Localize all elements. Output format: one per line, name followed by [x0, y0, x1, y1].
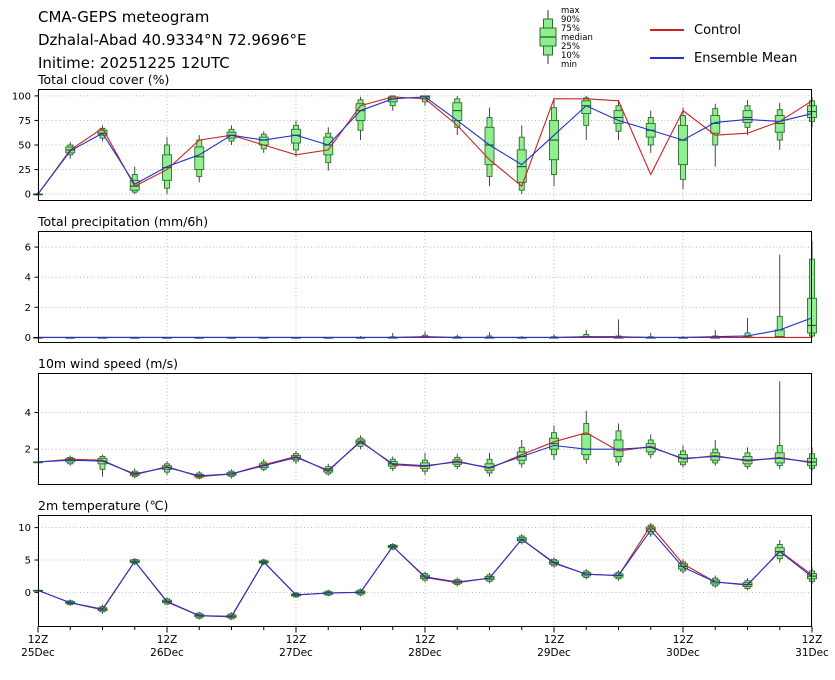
plot-border: [38, 231, 812, 343]
panel-title-precip: Total precipitation (mm/6h): [38, 214, 209, 229]
y-tick-label: 0: [25, 190, 31, 201]
boxplot-legend-label: max: [561, 6, 580, 16]
x-axis-labels: 12Z 25Dec 12Z 26Dec 12Z 27Dec 12Z 28Dec 12Z 29Dec…: [0, 634, 835, 668]
ensemble-mean-line: [37, 96, 813, 195]
x-tick-label: 12Z 26Dec: [150, 634, 184, 659]
init-time: Initime: 20251225 12UTC: [38, 54, 230, 72]
panel-precip: Total precipitation (mm/6h) 0 2 4 6: [0, 214, 835, 343]
boxplot-legend-label: min: [561, 60, 577, 70]
y-axis: 0 25 50 75 100: [12, 91, 39, 201]
boxplot-legend-label: 75%: [561, 24, 580, 34]
ensemble-mean-line: [37, 441, 813, 477]
panel-plot-wind: 24: [25, 373, 817, 485]
gridlines: [37, 90, 813, 200]
panel-plot-cloud: 0 25 50 75 100: [12, 89, 817, 201]
panel-plot-precip: 0 2 4 6: [25, 231, 817, 343]
panel-title-temp: 2m temperature (℃): [38, 498, 169, 513]
panel-wind: 10m wind speed (m/s) 2 4: [0, 356, 835, 485]
series-legend: Control Ensemble Mean: [650, 16, 797, 72]
x-tick-label: 12Z 25Dec: [21, 634, 55, 659]
y-tick-label: 50: [18, 141, 31, 152]
plot-border: [38, 373, 812, 485]
chart-title: CMA-GEPS meteogram: [38, 8, 210, 26]
legend-mean-label: Ensemble Mean: [694, 50, 798, 66]
boxplot-legend-label: 90%: [561, 15, 580, 25]
y-tick-label: 6: [25, 243, 31, 254]
y-tick-label: 5: [25, 556, 31, 567]
y-tick-label: 75: [18, 116, 31, 127]
panel-title-wind: 10m wind speed (m/s): [38, 356, 178, 371]
legend-ensemble-mean: Ensemble Mean: [650, 44, 797, 72]
x-tick-label: 12Z 31Dec: [795, 634, 829, 659]
y-tick-label: 10: [18, 523, 31, 534]
control-line: [37, 524, 813, 618]
y-tick-label: 4: [25, 273, 31, 284]
control-line: [37, 432, 813, 478]
boxplot-legend-label: 25%: [561, 42, 580, 52]
y-tick-label: 2: [25, 303, 31, 314]
x-tick-label: 12Z 30Dec: [666, 634, 700, 659]
panel-plot-temp: 0 5 10: [18, 515, 817, 633]
boxplot-legend-label: median: [561, 33, 593, 43]
ensemble-mean-line: [37, 529, 813, 617]
y-tick-label: 0: [25, 588, 31, 599]
y-tick-label: 0: [25, 333, 31, 343]
y-axis: 24: [25, 408, 39, 456]
panel-cloud: Total cloud cover (%) 0 25 50 75 100: [0, 72, 835, 201]
y-axis: 0 2 4 6: [25, 243, 39, 343]
y-axis: 0 5 10: [18, 523, 39, 599]
control-line: [37, 96, 813, 195]
y-tick-label: 100: [12, 91, 31, 102]
station-coords: Dzhalal-Abad 40.9334°N 72.9696°E: [38, 31, 307, 49]
control-line-swatch: [650, 29, 684, 31]
gridlines: [37, 232, 813, 342]
header: CMA-GEPS meteogram Dzhalal-Abad 40.9334°…: [38, 6, 307, 75]
boxplot-legend: max 90% 75% median 25% 10% min: [534, 2, 644, 82]
x-tick-label: 12Z 27Dec: [279, 634, 313, 659]
x-tick-label: 12Z 28Dec: [408, 634, 442, 659]
x-tick-label: 12Z 29Dec: [537, 634, 571, 659]
ensemble-mean-line-swatch: [650, 57, 684, 59]
y-tick-label: 2: [25, 445, 31, 456]
legend-control-label: Control: [694, 22, 741, 38]
boxplot-legend-label: 10%: [561, 51, 580, 61]
panel-title-cloud: Total cloud cover (%): [38, 72, 170, 87]
y-tick-label: 4: [25, 408, 31, 419]
legend-control: Control: [650, 16, 797, 44]
y-tick-label: 25: [18, 165, 31, 176]
panels: Total cloud cover (%) 0 25 50 75 100 Total pre…: [0, 72, 835, 634]
panel-temp: 2m temperature (℃) 0 5 10: [0, 498, 835, 634]
ensemble-mean-line: [38, 317, 813, 339]
